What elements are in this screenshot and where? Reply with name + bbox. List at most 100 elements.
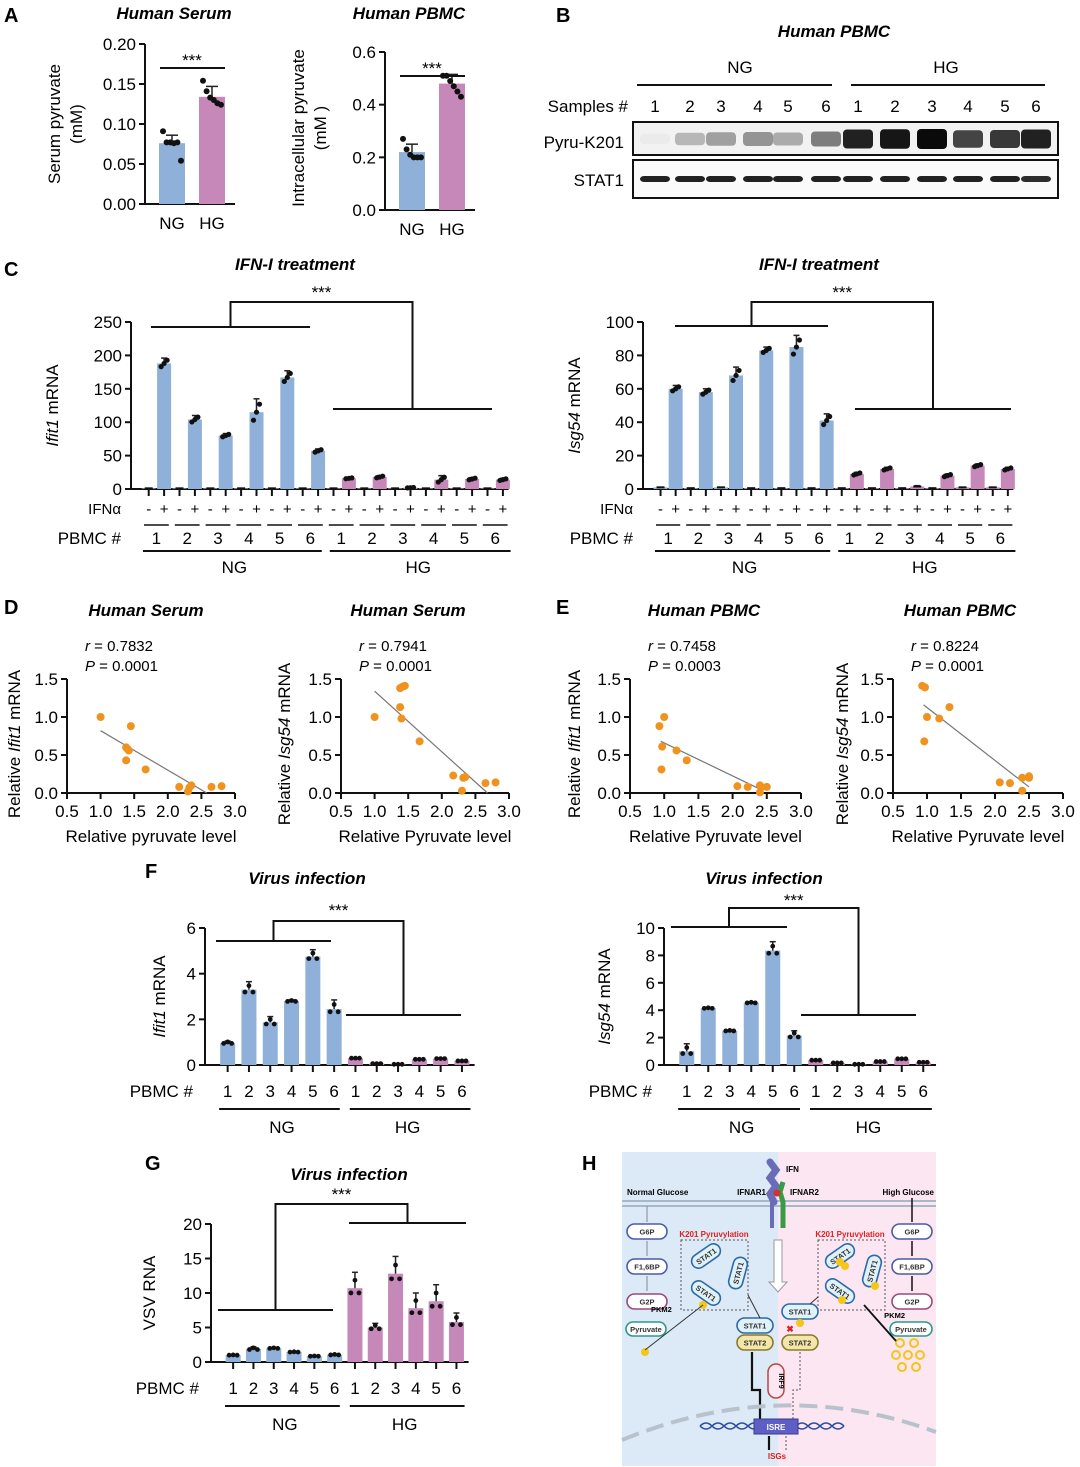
right-metabolite-1-shape: [891, 1258, 933, 1275]
bar: [789, 347, 804, 489]
data-point: [226, 1352, 232, 1358]
bar: [245, 1348, 261, 1362]
y-axis-label-part: Isg54: [565, 412, 584, 454]
data-point: [267, 1346, 273, 1351]
group-label-hg: HG: [392, 1415, 418, 1434]
scatter-point: [481, 779, 490, 788]
bracket-connector: [274, 1203, 409, 1310]
data-point: [287, 1349, 293, 1355]
blot-band: [843, 129, 873, 149]
treatment-label: +: [375, 501, 384, 518]
data-point: [307, 1353, 313, 1359]
y-axis-label-part: Isg54: [595, 1003, 614, 1045]
pbmc-label: 3: [393, 1082, 402, 1101]
data-point: [275, 1346, 281, 1351]
treatment-label: +: [852, 501, 861, 518]
data-point: [372, 1323, 378, 1328]
stat-r-symbol: r: [359, 638, 365, 655]
y-tick-label: 0.4: [352, 96, 376, 115]
pbmc-label: 3: [213, 529, 222, 548]
pbmc-label: 2: [249, 1379, 258, 1398]
treatment-label: -: [869, 501, 874, 518]
bar: [411, 1059, 427, 1065]
scatter-point: [920, 737, 929, 746]
bar: [347, 1288, 363, 1362]
data-point: [418, 154, 424, 161]
data-point: [376, 1326, 382, 1332]
pbmc-label: 4: [429, 529, 438, 548]
blot-band: [1021, 129, 1051, 149]
treatment-label: +: [822, 501, 831, 518]
scatter-point: [370, 713, 379, 721]
stat-r: r = 0.7941: [359, 638, 427, 655]
right-stat2-label: STAT2: [789, 1339, 812, 1348]
blot-row-label-stat1: STAT1: [574, 171, 624, 190]
y-axis-label-part: Relative: [5, 752, 24, 818]
pbmc-label: 2: [372, 1082, 381, 1101]
data-point: [230, 1352, 236, 1358]
chart-title: IFN-I treatment: [235, 255, 356, 274]
y-tick-label: 0.15: [103, 75, 136, 94]
y-tick-label: 1.0: [308, 708, 332, 727]
bar: [722, 1030, 738, 1065]
x-tick-label: 1.0: [89, 802, 113, 821]
blot-sample-number: 4: [963, 97, 972, 116]
scatter-point: [935, 714, 944, 723]
data-point: [409, 1310, 415, 1316]
blot-sample-number: 1: [650, 97, 659, 116]
x-tick-label: 3.0: [497, 802, 521, 821]
y-axis-label: Isg54 mRNA: [565, 357, 584, 454]
blot-group-ng: NG: [727, 58, 753, 77]
chart-title: Human PBMC: [904, 601, 1017, 620]
data-point: [246, 983, 252, 989]
data-point: [821, 421, 827, 428]
y-tick-label: 0.2: [352, 148, 376, 167]
x-tick-label: 1.0: [652, 802, 676, 821]
treatment-label: -: [423, 501, 428, 518]
data-point: [311, 1353, 317, 1359]
group-label-hg: HG: [856, 1118, 882, 1137]
y-tick-label: 10: [183, 1284, 202, 1303]
pyruvate-dot: [915, 1350, 925, 1360]
y-axis-label-part: Serum pyruvate: [45, 64, 64, 184]
y-axis-label-part: Isg54: [275, 718, 294, 760]
data-point: [459, 1058, 465, 1064]
left-metabolite-2-label: G2P: [639, 1298, 654, 1307]
chart-title: Virus infection: [248, 869, 365, 888]
data-point: [450, 1322, 455, 1328]
blot-sample-number: 3: [927, 97, 936, 116]
scatter-point: [657, 765, 666, 774]
x-tick-label: 1.0: [363, 802, 387, 821]
pyruvate-dot: [871, 1282, 879, 1290]
scatter-point: [396, 703, 405, 712]
blot-band: [917, 176, 947, 182]
data-point: [838, 1060, 844, 1066]
treatment-label: -: [658, 501, 663, 518]
data-point: [730, 377, 736, 384]
data-point: [877, 1059, 883, 1064]
treatment-label: -: [990, 501, 995, 518]
x-tick-label: 2.0: [983, 802, 1007, 821]
treatment-label: -: [688, 501, 693, 518]
data-point: [397, 1276, 402, 1282]
scatter-point: [733, 782, 742, 791]
right-pyruvate-label: Pyruvate: [895, 1325, 927, 1334]
stat-p-symbol: P: [85, 658, 95, 675]
bar: [225, 1355, 241, 1362]
y-axis-label-part: Relative: [565, 752, 584, 818]
group-label-ng: NG: [732, 558, 758, 577]
y-axis-label-part: mRNA: [5, 669, 24, 724]
data-point: [400, 135, 406, 142]
x-tick-label: HG: [199, 214, 225, 233]
data-point: [770, 943, 776, 949]
data-point: [380, 473, 386, 479]
left-pyruvate-label: Pyruvate: [630, 1325, 662, 1334]
y-tick-label: 0.0: [352, 201, 376, 220]
pbmc-label: 5: [965, 529, 974, 548]
bar: [187, 419, 202, 489]
y-axis-label-part: mRNA: [565, 357, 584, 412]
fit-line: [374, 690, 488, 794]
data-point: [731, 1028, 737, 1034]
